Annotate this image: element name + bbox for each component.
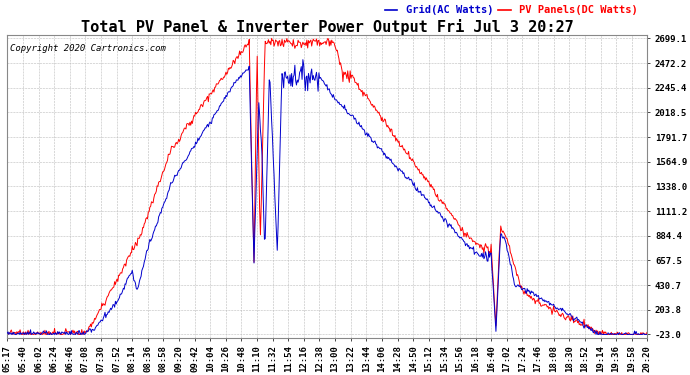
Title: Total PV Panel & Inverter Power Output Fri Jul 3 20:27: Total PV Panel & Inverter Power Output F… xyxy=(81,19,573,35)
Legend: Grid(AC Watts), PV Panels(DC Watts): Grid(AC Watts), PV Panels(DC Watts) xyxy=(381,1,642,19)
Text: Copyright 2020 Cartronics.com: Copyright 2020 Cartronics.com xyxy=(10,44,166,53)
